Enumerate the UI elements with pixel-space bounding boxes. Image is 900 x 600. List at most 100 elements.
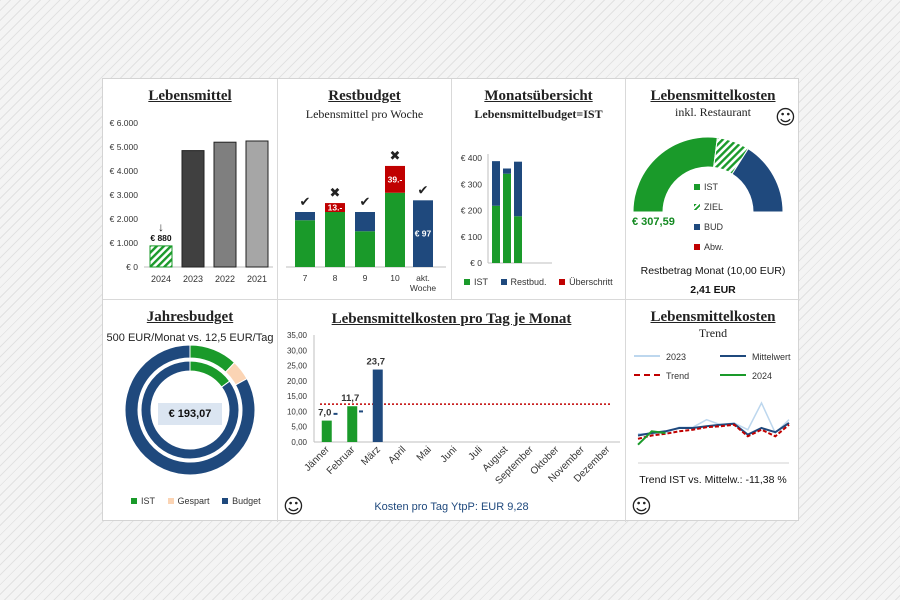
smiley-icon: ☺ — [631, 494, 652, 518]
trend-line-chart — [637, 401, 790, 464]
smiley-icon: ☺ — [775, 105, 796, 129]
bar-restbudget — [295, 212, 315, 221]
data-label: € 880 — [150, 233, 172, 243]
legend-ist: IST — [464, 277, 488, 287]
lebensmittel-bar-chart: € 0 € 1.000 € 2.000 € 3.000 € 4.000 € 5.000 € … — [110, 118, 273, 284]
x-tick-label: Mai — [415, 444, 434, 463]
x-tick-label: 2024 — [151, 274, 171, 284]
gauge-segment-bud — [731, 147, 784, 213]
x-tick-label: April — [386, 444, 408, 466]
panel-restbudget: Restbudget Lebensmittel pro Woche ✔ 7 13.-… — [278, 79, 452, 300]
bar — [245, 140, 269, 268]
x-tick-label: Juni — [439, 444, 460, 465]
restbudget-subtitle: Lebensmittel pro Woche — [305, 107, 424, 121]
x-tick-label: Juli — [466, 444, 484, 462]
y-tick-label: € 0 — [126, 262, 138, 272]
lebensmittelkosten-gauge — [632, 136, 784, 213]
restbetrag-label: Restbetrag Monat (10,00 EUR) — [640, 265, 786, 277]
panel-pro-tag: Lebensmittelkosten pro Tag je Monat 0,00… — [278, 300, 626, 522]
data-label: € 97 — [415, 229, 432, 239]
down-arrow-icon: ↓ — [158, 220, 164, 234]
dashboard: Lebensmittel € 0 € 1.000 € 2.000 € 3.000 € 4… — [102, 78, 800, 522]
restbudget-title: Restbudget — [328, 88, 401, 104]
x-tick-label: Februar — [325, 444, 358, 477]
data-label: 23,7 — [367, 357, 386, 368]
check-icon: ✔ — [360, 194, 371, 209]
trend-note: Trend IST vs. Mittelw.: -11,38 % — [639, 474, 787, 486]
cross-icon: ✖ — [330, 185, 341, 200]
bar-restbud. — [492, 161, 500, 206]
donut-outer-budget — [124, 344, 256, 476]
check-icon: ✔ — [418, 182, 429, 197]
x-tick-label: 2023 — [183, 274, 203, 284]
cross-icon: ✖ — [390, 148, 401, 163]
bar — [321, 420, 332, 442]
x-tick-label: 2022 — [215, 274, 235, 284]
lebensmittelkosten-subtitle: inkl. Restaurant — [675, 105, 751, 119]
panel-trend: Lebensmittelkosten Trend 2023 Mittelwert… — [626, 300, 800, 522]
bar-ist — [385, 192, 405, 267]
lebensmittelkosten-title: Lebensmittelkosten — [650, 88, 776, 104]
donut-inner-budget — [140, 360, 240, 460]
restbudget-bar-chart: ✔ 7 13.- ✖ 8 ✔ 9 39.- ✖ 10 € 97 ✔ akt.Woche — [286, 148, 446, 293]
legend-gespart: Gespart — [167, 496, 210, 506]
monatsuebersicht-legend: IST Restbud. Überschritt — [464, 277, 623, 287]
monatsuebersicht-title: Monatsübersicht — [484, 88, 593, 104]
jahresbudget-donut — [124, 344, 256, 476]
trend-title: Lebensmittelkosten — [650, 309, 776, 325]
y-tick-label: € 300 — [461, 179, 483, 189]
y-tick-label: 25,00 — [287, 362, 308, 371]
bar — [347, 406, 358, 442]
protag-bar-chart: 0,00 5,00 10,00 15,00 20,00 25,00 30,00 35,00 7,… — [287, 331, 620, 487]
trend-subtitle: Trend — [698, 326, 728, 340]
restbetrag-value: 2,41 EUR — [690, 284, 736, 296]
bar-ist — [295, 220, 315, 267]
y-tick-label: 20,00 — [287, 377, 308, 386]
jahresbudget-legend: IST Gespart Budget — [131, 496, 271, 506]
data-label: 39.- — [388, 174, 403, 184]
y-tick-label: € 2.000 — [110, 214, 139, 224]
bar — [181, 150, 205, 268]
panel-jahresbudget: Jahresbudget 500 EUR/Monat vs. 12,5 EUR/… — [103, 300, 278, 522]
gauge-legend-ziel: ZIEL — [694, 197, 724, 217]
y-tick-label: € 0 — [470, 258, 482, 268]
bar-restbud. — [514, 161, 522, 217]
legend-2023: 2023 — [634, 347, 686, 367]
jahresbudget-title: Jahresbudget — [146, 309, 234, 325]
y-tick-label: € 4.000 — [110, 166, 139, 176]
y-tick-label: 0,00 — [291, 438, 307, 447]
line-trend — [637, 423, 790, 440]
legend-ueberschritt: Überschritt — [559, 277, 613, 287]
protag-title: Lebensmittelkosten pro Tag je Monat — [331, 311, 572, 327]
y-tick-label: € 3.000 — [110, 190, 139, 200]
bar — [149, 245, 173, 268]
legend-ist: IST — [131, 496, 155, 506]
gauge-value-label: € 307,59 — [632, 216, 675, 228]
x-tick-label: März — [359, 444, 383, 468]
legend-mittelwert: Mittelwert — [720, 347, 791, 367]
panel-lebensmittel: Lebensmittel € 0 € 1.000 € 2.000 € 3.000 € 4… — [103, 79, 278, 300]
y-tick-label: 15,00 — [287, 392, 308, 401]
bar-ist — [355, 231, 375, 267]
y-tick-label: € 200 — [461, 206, 483, 216]
gauge-legend-abw: Abw. — [694, 237, 724, 257]
monatsuebersicht-subtitle: Lebensmittelbudget=IST — [474, 107, 603, 121]
bar-ist — [503, 173, 511, 263]
monatsuebersicht-chart: € 0 € 100 € 200 € 300 € 400 — [461, 153, 552, 268]
y-tick-label: € 5.000 — [110, 142, 139, 152]
x-tick-label: 8 — [333, 273, 338, 283]
bar — [213, 141, 237, 268]
bar-ist — [492, 205, 500, 263]
legend-trend: Trend — [634, 366, 689, 386]
gauge-legend: IST ZIEL BUD Abw. — [694, 177, 724, 257]
x-tick-label: 2021 — [247, 274, 267, 284]
y-tick-label: € 100 — [461, 232, 483, 242]
bar-überschritt — [325, 203, 345, 212]
bar-restbudget — [413, 200, 433, 267]
y-tick-label: 30,00 — [287, 346, 308, 355]
y-tick-label: € 400 — [461, 153, 483, 163]
protag-footer: Kosten pro Tag YtpP: EUR 9,28 — [374, 501, 529, 513]
bar-ist — [325, 212, 345, 267]
legend-restbud: Restbud. — [500, 277, 547, 287]
gauge-legend-bud: BUD — [694, 217, 724, 237]
